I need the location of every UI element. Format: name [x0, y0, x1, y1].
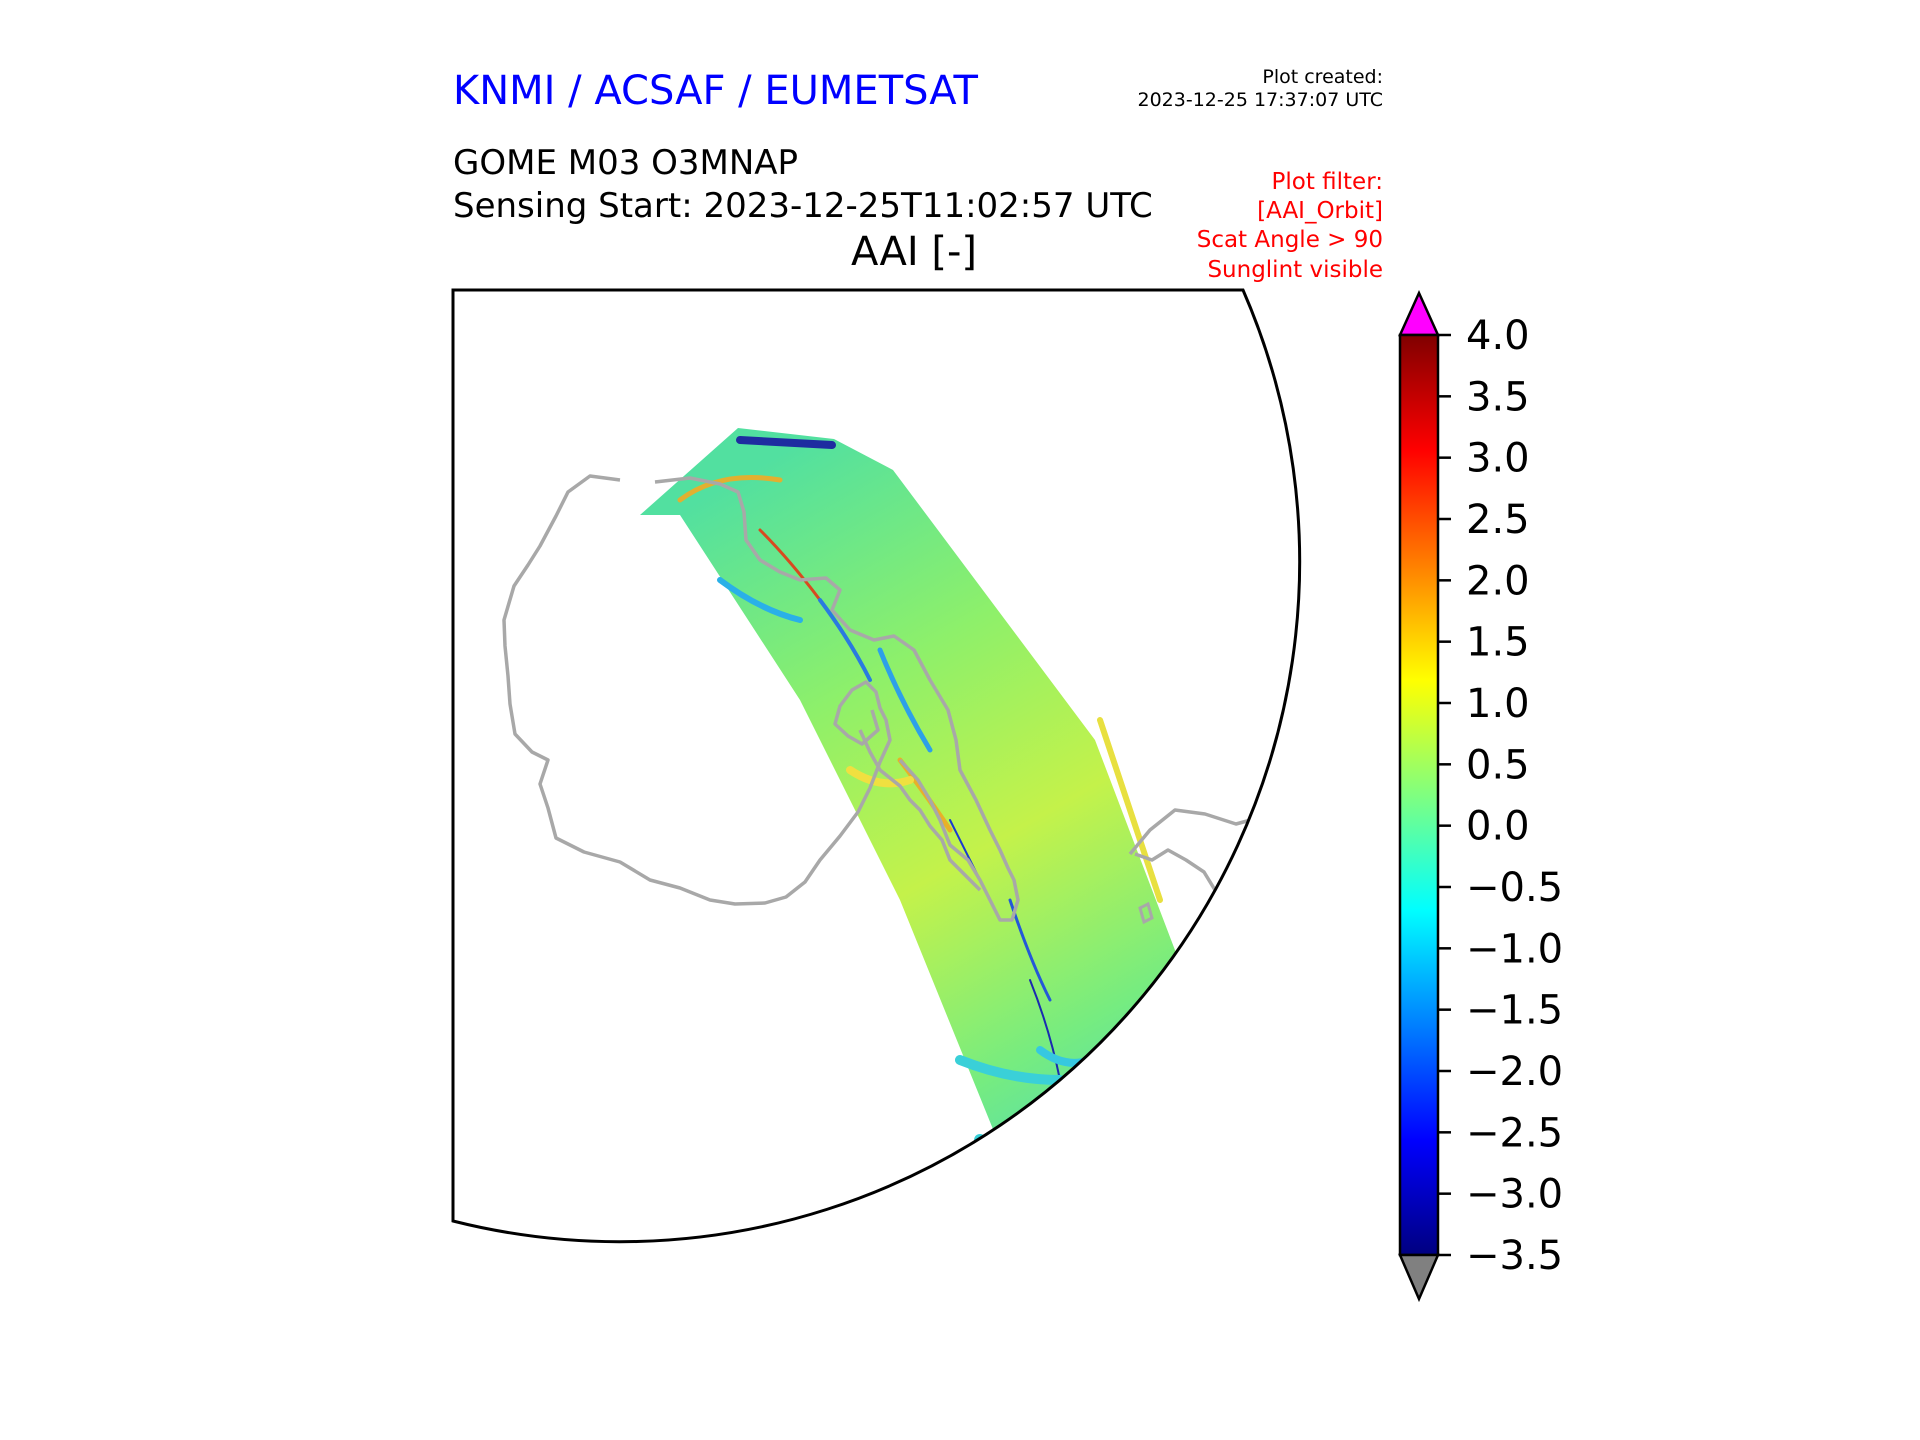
satellite-swath	[640, 428, 1229, 1242]
coastline-landmass-a	[502, 474, 892, 906]
plot-filter: Plot filter: [AAI_Orbit] Scat Angle > 90…	[1197, 168, 1383, 285]
colorbar-tick-label: −2.5	[1466, 1110, 1563, 1156]
filter-line: Plot filter:	[1271, 169, 1383, 195]
coastline-landmass-b	[654, 476, 1020, 922]
filter-line: [AAI_Orbit]	[1257, 198, 1383, 225]
plot-created: Plot created: 2023-12-25 17:37:07 UTC	[1138, 66, 1384, 112]
colorbar-tick-label: 2.5	[1466, 497, 1530, 543]
colorbar-tick-label: −1.0	[1466, 926, 1563, 972]
colorbar-tick-label: −0.5	[1466, 865, 1563, 911]
colorbar-tick-label: 0.0	[1466, 804, 1530, 850]
colorbar-tick-label: −2.0	[1466, 1049, 1563, 1095]
colorbar-ticks: 4.0 3.5 3.0 2.5 2.0 1.5 1.0 0.5 0.0 −0.5 −1.0 −1.5 −…	[1438, 313, 1563, 1279]
colorbar-tick-label: −3.5	[1466, 1233, 1563, 1279]
coastline-islet	[1138, 901, 1154, 925]
sensing-start: Sensing Start: 2023-12-25T11:02:57 UTC	[453, 186, 1153, 226]
colorbar-tick-label: −1.5	[1466, 988, 1563, 1034]
plot-created-label: Plot created:	[1262, 66, 1383, 88]
plot-created-value: 2023-12-25 17:37:07 UTC	[1137, 88, 1384, 111]
colorbar-tick-label: 1.0	[1466, 681, 1530, 727]
agency-title: KNMI / ACSAF / EUMETSAT	[453, 68, 978, 114]
filter-line: Sunglint visible	[1207, 256, 1383, 283]
colorbar-gradient	[1398, 333, 1440, 1257]
filter-line: Scat Angle > 90	[1196, 227, 1383, 254]
colorbar-tick-label: −3.0	[1466, 1172, 1563, 1218]
colorbar-tick-label: 2.0	[1466, 558, 1530, 604]
colorbar-under-triangle	[1398, 1253, 1440, 1303]
colorbar-tick-label: 3.0	[1466, 436, 1530, 482]
map-boundary	[451, 288, 1302, 1244]
colorbar-tick-label: 1.5	[1466, 620, 1530, 666]
coastline-inner-loop	[858, 729, 982, 892]
colorbar-over-triangle	[1398, 289, 1440, 337]
variable-title: AAI [-]	[851, 229, 977, 275]
colorbar-tick-label: 3.5	[1466, 374, 1530, 420]
product-title: GOME M03 O3MNAP	[453, 143, 799, 183]
colorbar-tick-label: 4.0	[1466, 313, 1530, 359]
colorbar-tick-label: 0.5	[1466, 742, 1530, 788]
